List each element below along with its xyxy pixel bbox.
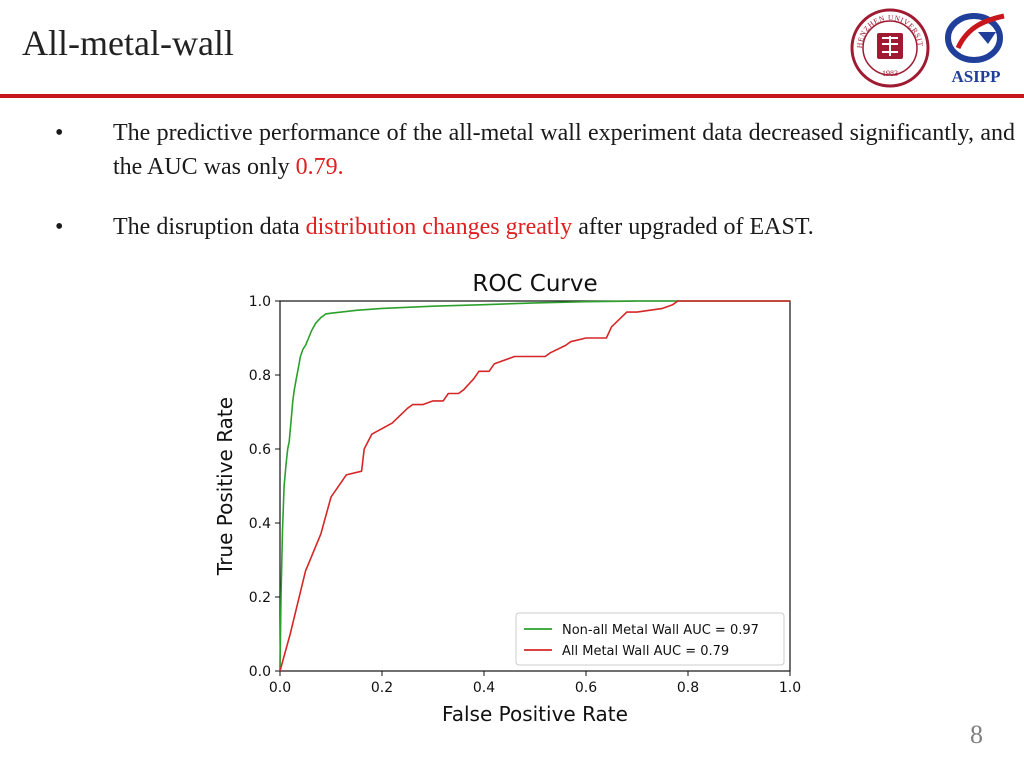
x-tick-label: 0.8: [677, 680, 699, 696]
bullet-1-text: The predictive performance of the all-me…: [113, 120, 1015, 180]
slide-title: All-metal-wall: [22, 23, 234, 63]
x-axis-label: False Positive Rate: [442, 702, 628, 726]
plot-frame: [279, 300, 791, 672]
y-tick-label: 1.0: [249, 294, 271, 310]
series-line-1: [279, 300, 790, 672]
szu-seal-icon: SHENZHEN UNIVERSITY 1983: [850, 8, 930, 88]
bullet-2-text: The disruption data: [113, 214, 306, 240]
legend-label-1: Non-all Metal Wall AUC = 0.97: [562, 623, 759, 638]
bullet-1-highlight: 0.79.: [295, 154, 344, 180]
bullet-text-1: The predictive performance of the all-me…: [113, 116, 1015, 184]
title-divider: [0, 94, 1024, 98]
asipp-logo-icon: ASIPP: [945, 13, 1005, 86]
page-number: 8: [970, 720, 983, 749]
x-tick-label: 0.0: [269, 680, 291, 696]
y-tick-label: 0.4: [249, 516, 271, 532]
y-tick-label: 0.0: [249, 664, 271, 680]
asipp-logo-text: ASIPP: [951, 67, 1000, 86]
legend-label-2: All Metal Wall AUC = 0.79: [562, 644, 729, 659]
bullet-2-text-after: after upgraded of EAST.: [572, 214, 814, 240]
bullet-text-2: The disruption data distribution changes…: [113, 210, 1015, 244]
legend-box: [515, 612, 785, 666]
szu-seal-year: 1983: [882, 69, 898, 78]
x-tick-label: 1.0: [779, 680, 801, 696]
roc-chart: ROC Curve 0.0 0.2 0.4 0.6 0.8 1.0 0.0 0.2 0.4 0.6 0…: [213, 271, 801, 726]
bullet-marker: •: [55, 120, 64, 146]
x-tick-label: 0.6: [575, 680, 597, 696]
y-tick-label: 0.6: [249, 442, 271, 458]
series-line-2: [279, 300, 790, 672]
x-tick-label: 0.4: [473, 680, 495, 696]
y-tick-label: 0.8: [249, 368, 271, 384]
x-tick-label: 0.2: [371, 680, 393, 696]
chart-title: ROC Curve: [472, 271, 597, 297]
y-axis-label: True Positive Rate: [213, 397, 237, 576]
bullet-marker: •: [55, 214, 64, 240]
bullet-2-highlight: distribution changes greatly: [305, 214, 573, 240]
y-tick-label: 0.2: [249, 590, 271, 606]
